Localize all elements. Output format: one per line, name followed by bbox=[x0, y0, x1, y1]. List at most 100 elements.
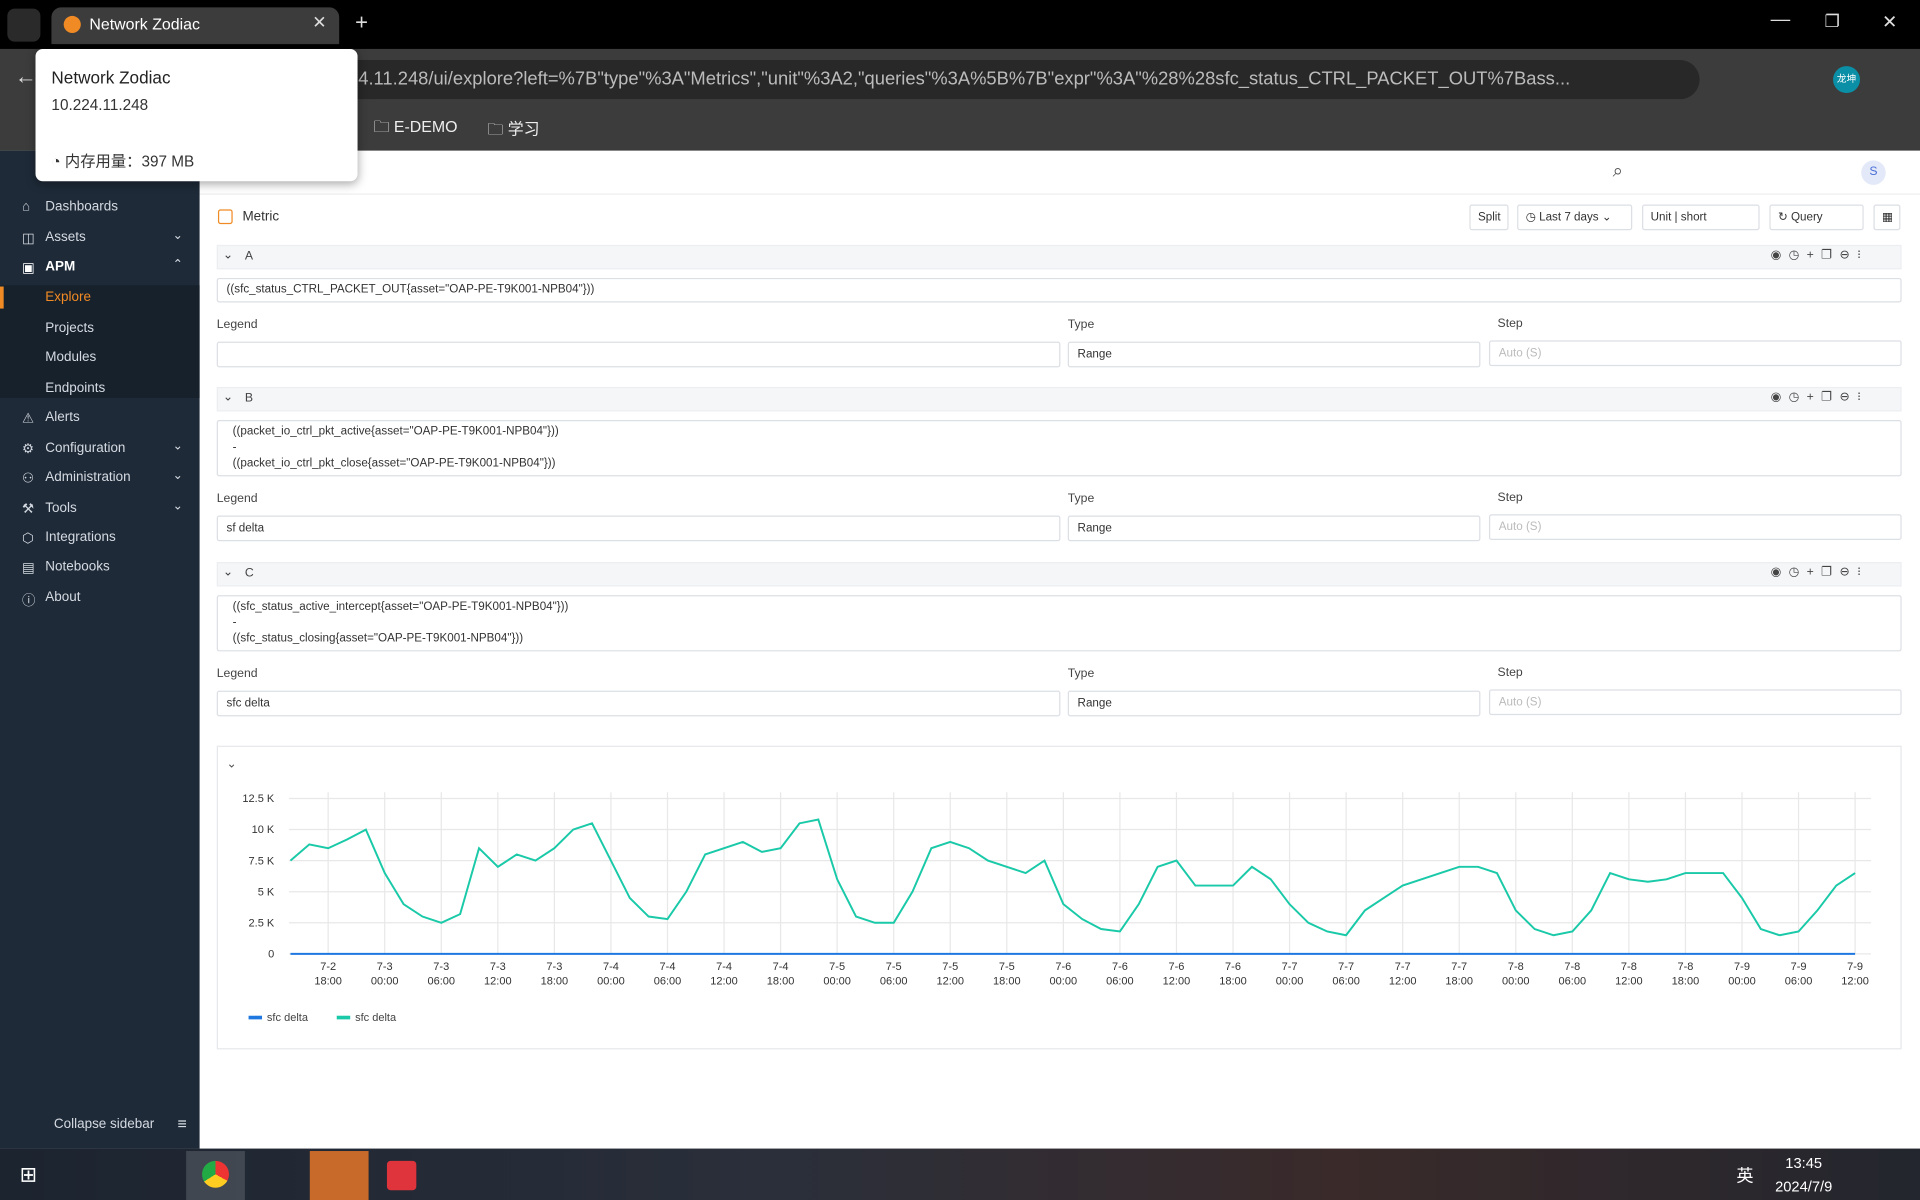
query-expr: ((packet_io_ctrl_pkt_close{asset="OAP-PE… bbox=[232, 456, 556, 471]
time-range[interactable]: ◷ Last 7 days ⌄ bbox=[1517, 204, 1633, 231]
sidebar-item[interactable]: Configuration bbox=[45, 440, 126, 456]
unit-label: Unit bbox=[1650, 210, 1672, 225]
legend-label: Legend bbox=[216, 492, 258, 506]
restore[interactable]: ❐ bbox=[1824, 11, 1840, 31]
sidebar-item[interactable]: About bbox=[45, 590, 81, 605]
split-button[interactable]: Split bbox=[1469, 204, 1510, 231]
sidebar-icon: ▤ bbox=[22, 560, 35, 576]
submenu-item[interactable]: Projects bbox=[45, 320, 94, 335]
legend-label: Legend bbox=[216, 667, 258, 681]
ime[interactable]: 英 bbox=[1736, 1165, 1754, 1186]
profile[interactable]: 龙坤 bbox=[1833, 66, 1861, 94]
x-tick-label: 7-9 00:00 bbox=[1728, 961, 1756, 988]
x-tick-label: 7-4 00:00 bbox=[597, 961, 625, 988]
sidebar-item[interactable]: Administration bbox=[45, 470, 131, 485]
type-select[interactable]: Range bbox=[1067, 690, 1481, 717]
x-tick-label: 7-8 00:00 bbox=[1502, 961, 1530, 988]
x-tick-label: 7-7 18:00 bbox=[1445, 961, 1473, 988]
query-expr: ((sfc_status_closing{asset="OAP-PE-T9K00… bbox=[232, 631, 524, 646]
tab[interactable] bbox=[51, 7, 340, 45]
y-tick-label: 7.5 K bbox=[249, 855, 275, 867]
datasource-icon bbox=[217, 209, 233, 225]
x-tick-label: 7-8 06:00 bbox=[1559, 961, 1587, 988]
step-input[interactable]: Auto (S) bbox=[1488, 689, 1902, 716]
sidebar-item[interactable]: Assets bbox=[45, 230, 86, 245]
sidebar-item[interactable]: Tools bbox=[45, 500, 77, 516]
step-input[interactable]: Auto (S) bbox=[1488, 340, 1902, 367]
datasource[interactable]: Metric bbox=[242, 209, 280, 225]
submenu-item[interactable]: Modules bbox=[45, 350, 97, 365]
query-expr: - bbox=[232, 615, 237, 630]
query-editor[interactable] bbox=[216, 420, 1902, 477]
query-actions[interactable]: ◉◷+❐⊖⁝ bbox=[1770, 248, 1869, 263]
sidebar-item[interactable]: Dashboards bbox=[45, 199, 118, 215]
type-select[interactable]: Range bbox=[1067, 515, 1481, 542]
legend-input[interactable]: sfc delta bbox=[216, 690, 1061, 717]
legend-input[interactable]: sf delta bbox=[216, 515, 1061, 542]
x-tick-label: 7-5 18:00 bbox=[993, 961, 1021, 988]
search-icon[interactable]: ⌕ bbox=[1612, 160, 1623, 182]
start[interactable]: ⊞ bbox=[19, 1163, 38, 1187]
new-tab[interactable]: + bbox=[355, 9, 368, 35]
x-tick-label: 7-6 06:00 bbox=[1106, 961, 1134, 988]
legend-input[interactable] bbox=[216, 341, 1061, 368]
url: https://10.224.11.248/ui/explore?left=%7… bbox=[257, 68, 1571, 90]
chrome-icon bbox=[202, 1160, 229, 1188]
app-task-2[interactable] bbox=[386, 1160, 417, 1191]
panel-toggle: ⌄ bbox=[227, 757, 237, 771]
x-tick-label: 7-5 12:00 bbox=[936, 961, 964, 988]
x-tick-label: 7-6 00:00 bbox=[1050, 961, 1078, 988]
collapse-icon[interactable]: ≡ bbox=[177, 1114, 187, 1133]
step-input[interactable]: Auto (S) bbox=[1488, 514, 1902, 541]
sidebar-icon: ⚙ bbox=[22, 442, 35, 457]
clock-date[interactable]: 2024/7/9 bbox=[1775, 1177, 1833, 1196]
chevron: ⌄ bbox=[172, 228, 183, 243]
back[interactable]: ← bbox=[14, 63, 37, 89]
type-label: Type bbox=[1067, 492, 1095, 506]
query-editor[interactable] bbox=[216, 277, 1902, 303]
y-tick-label: 0 bbox=[268, 949, 274, 961]
x-tick-label: 7-7 12:00 bbox=[1389, 961, 1417, 988]
submenu-bg bbox=[0, 285, 200, 398]
bookmark[interactable]: 🗀 学习 bbox=[487, 120, 540, 139]
submenu-item[interactable]: Endpoints bbox=[45, 380, 106, 395]
y-tick-label: 5 K bbox=[258, 886, 275, 898]
sidebar-item[interactable]: Notebooks bbox=[45, 559, 110, 575]
bookmark[interactable]: 🗀 E-DEMO bbox=[373, 117, 458, 136]
minimize[interactable]: — bbox=[1770, 9, 1791, 31]
tab-search[interactable] bbox=[7, 8, 41, 42]
query-actions[interactable]: ◉◷+❐⊖⁝ bbox=[1770, 390, 1869, 405]
query-header bbox=[216, 244, 1902, 270]
query-toggle[interactable]: ⌄ bbox=[222, 565, 234, 580]
unit-select[interactable]: Unit | short bbox=[1642, 204, 1760, 231]
app-header bbox=[199, 151, 1920, 195]
omnibox[interactable] bbox=[146, 60, 1700, 100]
sidebar-icon: ⚠ bbox=[22, 411, 35, 427]
query-actions[interactable]: ◉◷+❐⊖⁝ bbox=[1770, 565, 1869, 580]
query-label: Query bbox=[1790, 210, 1823, 225]
legend-label: Legend bbox=[216, 318, 258, 332]
avatar[interactable]: S bbox=[1861, 160, 1886, 185]
type-select[interactable]: Range bbox=[1067, 341, 1481, 368]
tab-close[interactable]: ✕ bbox=[312, 12, 327, 32]
clock-time[interactable]: 13:45 bbox=[1785, 1154, 1823, 1172]
query-ref: B bbox=[244, 391, 254, 406]
sidebar-item[interactable]: Integrations bbox=[45, 530, 116, 545]
taskbar bbox=[0, 1148, 1920, 1200]
sidebar-item[interactable]: APM bbox=[45, 259, 76, 275]
close[interactable]: ✕ bbox=[1882, 12, 1898, 34]
query-toggle[interactable]: ⌄ bbox=[222, 390, 234, 405]
sidebar-item[interactable]: Alerts bbox=[45, 410, 80, 425]
query-editor[interactable] bbox=[216, 595, 1902, 652]
query-button[interactable]: ↻ Query bbox=[1769, 204, 1864, 231]
sidebar-icon: ⚒ bbox=[22, 502, 35, 517]
collapse-sidebar[interactable]: Collapse sidebar bbox=[53, 1116, 155, 1132]
app-task[interactable] bbox=[309, 1151, 369, 1200]
chevron: ⌄ bbox=[172, 439, 183, 454]
x-tick-label: 7-6 12:00 bbox=[1163, 961, 1191, 988]
submenu-item[interactable]: Explore bbox=[45, 290, 91, 305]
sidebar-icon: ⌂ bbox=[22, 199, 31, 215]
x-tick-label: 7-7 06:00 bbox=[1332, 961, 1360, 988]
query-toggle[interactable]: ⌄ bbox=[222, 248, 234, 263]
layout-button[interactable]: ▦ bbox=[1873, 204, 1901, 231]
